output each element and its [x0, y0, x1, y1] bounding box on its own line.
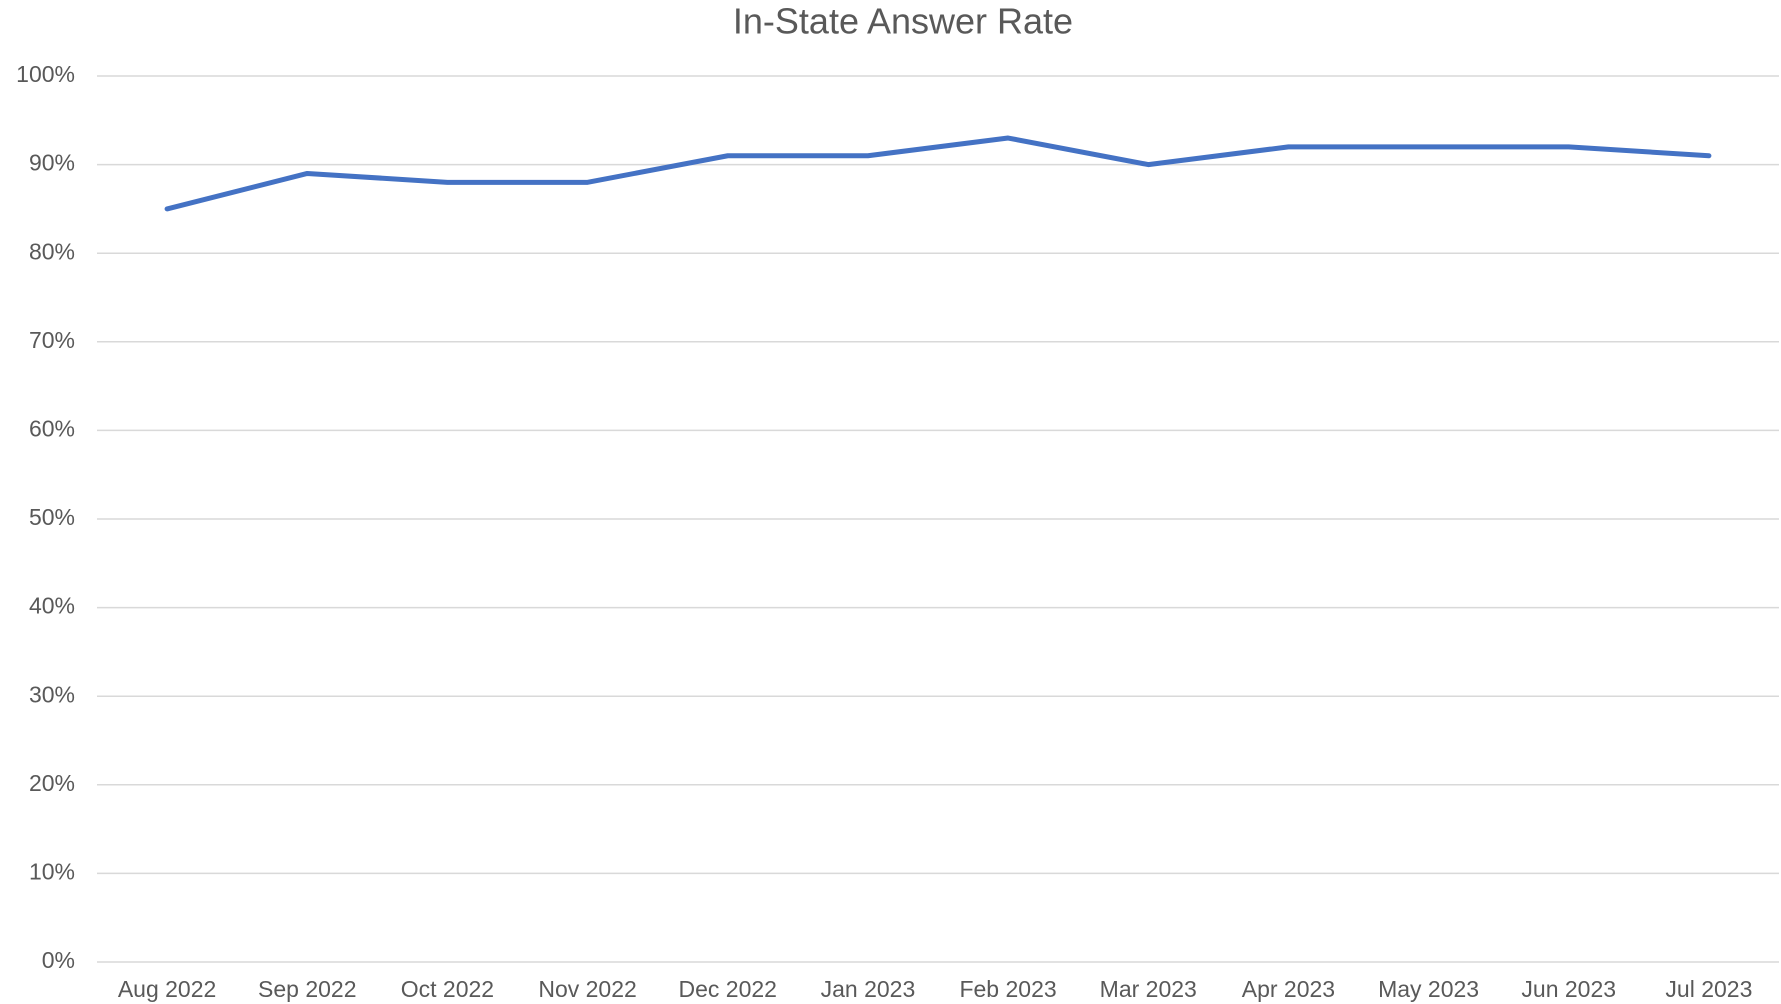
- x-tick-label: Jan 2023: [821, 976, 916, 1002]
- x-tick-label: May 2023: [1378, 976, 1479, 1002]
- x-tick-label: Sep 2022: [258, 976, 356, 1002]
- y-tick-label: 90%: [29, 150, 75, 176]
- y-tick-label: 100%: [16, 61, 75, 87]
- y-tick-label: 80%: [29, 238, 75, 264]
- line-series: [164, 135, 1712, 212]
- x-tick-label: Aug 2022: [118, 976, 216, 1002]
- y-tick-label: 50%: [29, 504, 75, 530]
- x-tick-label: Nov 2022: [538, 976, 636, 1002]
- x-tick-label: Jun 2023: [1521, 976, 1616, 1002]
- x-tick-label: Apr 2023: [1242, 976, 1335, 1002]
- y-tick-label: 20%: [29, 770, 75, 796]
- y-tick-label: 70%: [29, 327, 75, 353]
- y-tick-label: 10%: [29, 858, 75, 884]
- x-tick-label: Oct 2022: [401, 976, 494, 1002]
- x-tick-label: Feb 2023: [959, 976, 1056, 1002]
- y-tick-label: 40%: [29, 593, 75, 619]
- x-tick-label: Jul 2023: [1665, 976, 1752, 1002]
- y-tick-label: 0%: [42, 947, 75, 973]
- x-tick-label: Mar 2023: [1100, 976, 1197, 1002]
- x-tick-label: Dec 2022: [679, 976, 777, 1002]
- y-tick-label: 60%: [29, 415, 75, 441]
- y-tick-label: 30%: [29, 681, 75, 707]
- chart-title: In-State Answer Rate: [733, 1, 1073, 42]
